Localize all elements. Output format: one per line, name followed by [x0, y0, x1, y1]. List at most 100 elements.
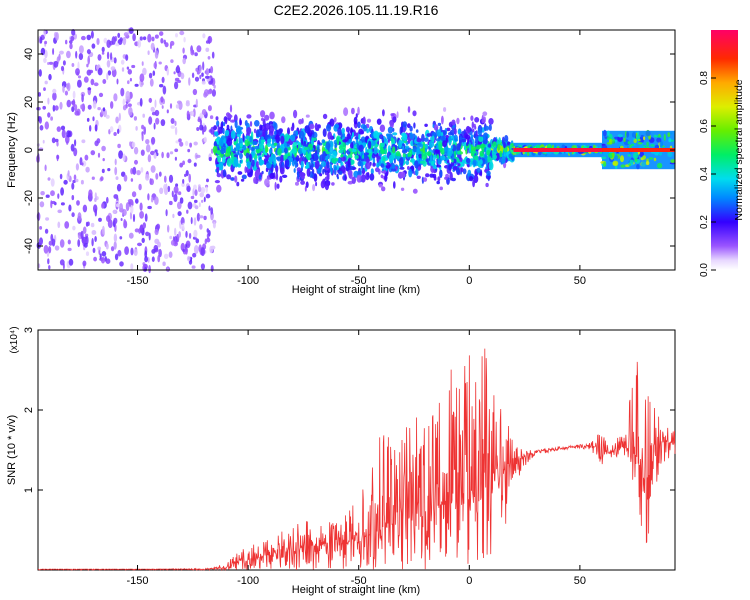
- noise-blob: [71, 29, 76, 36]
- echo-blob: [439, 186, 444, 191]
- noise-blob: [186, 209, 189, 214]
- noise-blob: [193, 141, 198, 146]
- noise-blob: [171, 190, 174, 198]
- noise-blob: [210, 207, 214, 215]
- noise-blob: [116, 183, 122, 192]
- noise-blob: [121, 67, 125, 72]
- echo-blob: [354, 136, 360, 140]
- colorbar-gradient: [711, 30, 738, 270]
- noise-blob: [203, 136, 207, 143]
- noise-blob: [175, 33, 178, 38]
- noise-blob: [38, 69, 42, 77]
- noise-blob: [71, 212, 75, 218]
- echo-blob: [239, 143, 243, 148]
- noise-blob: [112, 209, 116, 214]
- echo-blob: [365, 158, 370, 163]
- noise-blob: [77, 239, 81, 248]
- echo-blob: [366, 128, 369, 134]
- noise-blob: [80, 179, 84, 185]
- noise-blob: [212, 221, 216, 229]
- echo-blob: [434, 133, 438, 138]
- noise-blob: [123, 218, 126, 226]
- noise-blob: [97, 54, 102, 61]
- echo-blob: [268, 148, 272, 155]
- echo-blob: [265, 123, 270, 129]
- noise-blob: [83, 76, 89, 83]
- echo-blob: [462, 159, 466, 164]
- echo-blob: [224, 117, 228, 125]
- echo-blob: [330, 167, 333, 175]
- line-blob: [667, 151, 673, 158]
- noise-blob: [97, 246, 102, 251]
- echo-blob: [349, 159, 355, 165]
- echo-blob: [246, 114, 252, 119]
- echo-blob: [451, 153, 455, 161]
- echo-blob: [488, 144, 491, 148]
- echo-blob: [298, 118, 303, 125]
- noise-blob: [39, 201, 45, 208]
- noise-blob: [201, 80, 206, 85]
- noise-blob: [110, 246, 115, 252]
- noise-blob: [182, 47, 185, 54]
- echo-blob: [384, 174, 388, 182]
- line-blob: [669, 132, 673, 135]
- echo-blob: [355, 132, 359, 137]
- echo-blob: [375, 167, 380, 173]
- noise-blob: [133, 116, 137, 121]
- x-tick-label: -50: [351, 575, 367, 587]
- echo-blob: [340, 154, 344, 158]
- echo-blob: [249, 136, 253, 143]
- echo-blob: [357, 106, 360, 116]
- echo-blob: [347, 169, 353, 177]
- echo-blob: [353, 116, 358, 125]
- x-tick-label: -150: [127, 575, 149, 587]
- echo-blob: [274, 130, 277, 136]
- noise-blob: [59, 239, 65, 248]
- noise-blob: [191, 265, 196, 269]
- noise-blob: [197, 186, 202, 193]
- echo-blob: [460, 162, 464, 167]
- noise-blob: [151, 36, 155, 42]
- echo-blob: [230, 177, 235, 181]
- echo-blob: [504, 135, 509, 142]
- noise-blob: [125, 90, 131, 100]
- noise-blob: [127, 199, 133, 203]
- echo-blob: [444, 176, 448, 180]
- echo-blob: [433, 124, 439, 131]
- echo-blob: [389, 120, 394, 129]
- echo-blob: [451, 119, 456, 126]
- echo-blob: [486, 149, 491, 156]
- noise-blob: [211, 89, 216, 97]
- line-blob: [614, 155, 619, 160]
- noise-blob: [179, 162, 184, 168]
- echo-blob: [300, 160, 304, 169]
- noise-blob: [163, 183, 168, 191]
- noise-blob: [208, 156, 212, 162]
- echo-blob: [291, 148, 297, 154]
- echo-blob: [499, 150, 503, 158]
- noise-blob: [52, 92, 57, 101]
- noise-blob: [40, 191, 45, 196]
- noise-blob: [117, 32, 121, 39]
- noise-blob: [94, 236, 97, 242]
- noise-blob: [154, 50, 159, 59]
- line-blob: [659, 140, 664, 148]
- noise-blob: [66, 50, 71, 59]
- echo-blob: [288, 152, 291, 158]
- echo-blob: [306, 126, 309, 132]
- noise-blob: [48, 246, 52, 254]
- noise-blob: [160, 38, 164, 44]
- noise-blob: [161, 76, 165, 83]
- echo-blob: [351, 176, 356, 184]
- echo-blob: [400, 171, 406, 179]
- echo-blob: [281, 116, 286, 124]
- noise-blob: [127, 103, 132, 107]
- echo-blob: [326, 124, 332, 132]
- noise-blob: [60, 125, 66, 131]
- x-tick-label: -100: [237, 275, 259, 287]
- noise-blob: [192, 252, 197, 258]
- echo-blob: [415, 168, 419, 176]
- echo-blob: [463, 141, 467, 151]
- noise-blob: [98, 217, 102, 222]
- noise-blob: [196, 70, 200, 75]
